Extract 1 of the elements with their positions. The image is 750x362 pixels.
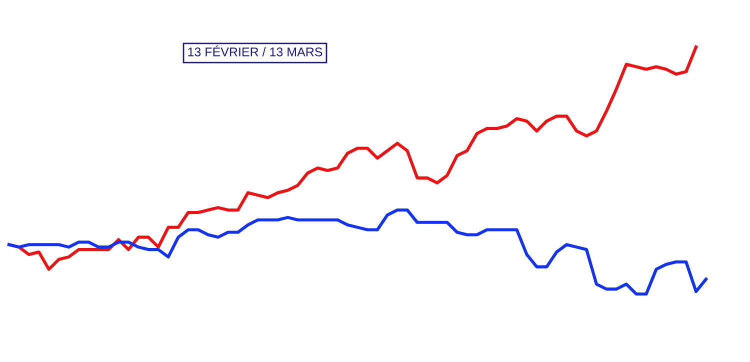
chart-title: 13 FÉVRIER / 13 MARS — [188, 45, 322, 56]
